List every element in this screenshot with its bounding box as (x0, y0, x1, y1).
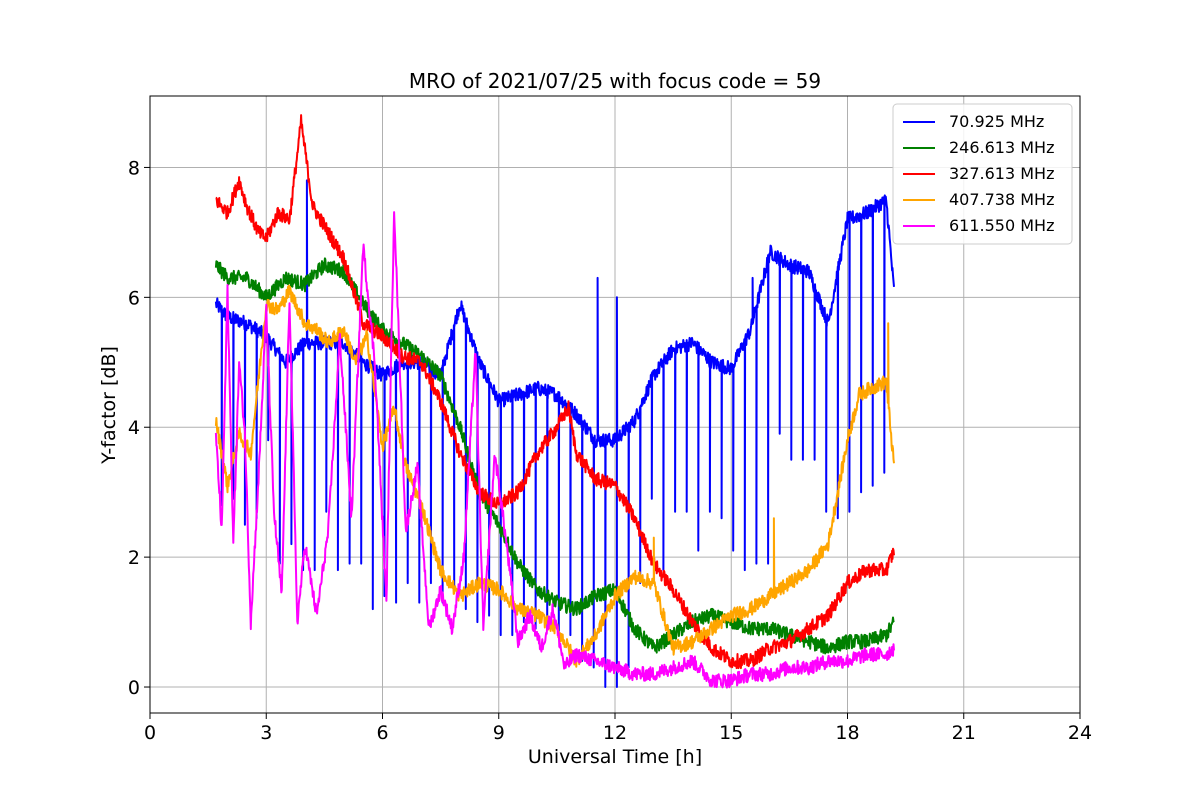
y-tick-label: 4 (128, 417, 140, 439)
series-1 (214, 257, 895, 655)
legend-entry: 246.613 MHz (949, 138, 1054, 157)
x-tick-label: 9 (493, 722, 505, 744)
series-2 (215, 114, 895, 670)
x-tick-label: 0 (144, 722, 156, 744)
y-tick-label: 0 (128, 677, 140, 699)
x-tick-label: 12 (603, 722, 627, 744)
chart-title: MRO of 2021/07/25 with focus code = 59 (409, 69, 821, 93)
x-axis-title: Universal Time [h] (528, 746, 702, 768)
x-tick-label: 15 (719, 722, 743, 744)
series-line (214, 211, 895, 689)
series-4 (214, 211, 895, 689)
x-tick-label: 3 (260, 722, 272, 744)
y-tick-label: 2 (128, 547, 140, 569)
y-tick-label: 6 (128, 287, 140, 309)
legend-box (892, 103, 1073, 245)
series-line (215, 114, 895, 670)
series-line (214, 257, 895, 655)
legend-entry: 70.925 MHz (949, 112, 1044, 131)
x-tick-label: 21 (952, 722, 976, 744)
x-tick-label: 24 (1068, 722, 1092, 744)
legend-entry: 611.550 MHz (949, 216, 1054, 235)
legend: 70.925 MHz 246.613 MHz 327.613 MHz 407.7… (892, 103, 1073, 245)
series-layer (214, 114, 895, 689)
y-axis-title: Y-factor [dB] (98, 346, 120, 465)
x-tick-label: 6 (376, 722, 388, 744)
legend-entry: 407.738 MHz (949, 190, 1054, 209)
x-tick-label: 18 (835, 722, 859, 744)
legend-entry: 327.613 MHz (949, 164, 1054, 183)
y-tick-label: 8 (128, 157, 140, 179)
